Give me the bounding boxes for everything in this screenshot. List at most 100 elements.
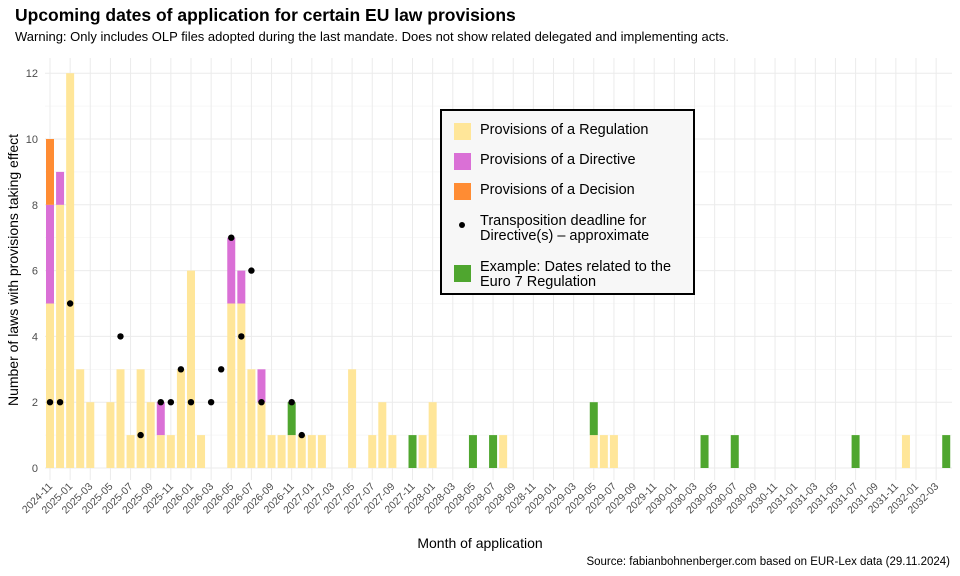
legend-item-decision: Provisions of a Decision (454, 183, 635, 200)
bar-segment (287, 402, 296, 436)
bar-segment (609, 435, 618, 468)
legend-key-decision (454, 183, 471, 200)
bar-segment (166, 435, 175, 468)
transposition-point (177, 366, 185, 373)
legend-label: Directive(s) – approximate (480, 228, 650, 244)
bar-segment (156, 402, 165, 436)
bar-segment (86, 402, 95, 468)
bar-segment (106, 402, 115, 468)
transposition-point (157, 399, 164, 406)
bar-segment (46, 303, 54, 468)
bar-segment (257, 402, 266, 468)
bar-segment (901, 435, 910, 468)
bar-segment (227, 237, 236, 304)
legend: Provisions of a Regulation Provisions of… (440, 109, 695, 295)
transposition-point (228, 234, 235, 241)
bar-segment (126, 435, 135, 468)
y-tick-label: 4 (32, 331, 38, 343)
legend-item-directive: Provisions of a Directive (454, 153, 636, 170)
source-caption: Source: fabianbohnenberger.com based on … (586, 556, 950, 568)
bar-segment (116, 369, 125, 468)
bar-segment (237, 303, 246, 468)
bar-segment (186, 270, 195, 468)
chart-subtitle: Warning: Only includes OLP files adopted… (15, 29, 729, 44)
bar-segment (146, 402, 155, 468)
bar-segment (851, 435, 860, 468)
transposition-point (56, 399, 64, 406)
transposition-point (167, 399, 175, 406)
transposition-point (217, 366, 225, 373)
legend-item-regulation: Provisions of a Regulation (454, 123, 648, 140)
bar-segment (267, 435, 276, 468)
bar-segment (589, 435, 598, 468)
bar-segment (428, 402, 437, 468)
bar-segment (176, 369, 185, 468)
bar-segment (418, 435, 427, 468)
y-axis-label: Number of laws with provisions taking ef… (5, 134, 21, 406)
bar-segment (599, 435, 608, 468)
bar-segment (700, 435, 709, 468)
legend-label: Provisions of a Regulation (480, 122, 649, 138)
transposition-point (187, 399, 195, 406)
y-tick-label: 12 (26, 68, 38, 80)
bar-segment (56, 204, 65, 469)
chart-title: Upcoming dates of application for certai… (15, 5, 516, 25)
bar-segment (287, 435, 296, 468)
bar-segment (317, 435, 326, 468)
bar-segment (489, 435, 498, 468)
bar-segment (156, 435, 165, 468)
legend-item-euro7: Example: Dates related to the Euro 7 Regu… (454, 260, 671, 290)
transposition-point (288, 399, 295, 406)
legend-key-directive (454, 153, 471, 170)
legend-item-transposition: Transposition deadline for Directive(s) –… (454, 214, 649, 244)
transposition-point (46, 399, 54, 406)
bar-segment (257, 369, 266, 403)
legend-key-regulation (454, 123, 471, 140)
legend-label: Example: Dates related to the (480, 259, 672, 275)
x-axis-label: Month of application (417, 535, 542, 551)
bar-segment (408, 435, 417, 468)
legend-key-dot (454, 217, 471, 234)
bar-segment (348, 369, 357, 468)
bar-segment (46, 204, 54, 304)
y-tick-label: 8 (32, 200, 38, 212)
legend-label: Provisions of a Directive (480, 152, 636, 168)
transposition-point (137, 431, 144, 439)
bar-segment (56, 171, 65, 205)
bar-segment (589, 402, 598, 436)
bar-segment (499, 435, 508, 468)
bar-segment (136, 369, 145, 468)
transposition-point (66, 300, 74, 307)
bar-segment (46, 139, 54, 205)
transposition-point (117, 333, 124, 340)
bar-segment (730, 435, 739, 468)
bar-segment (388, 435, 397, 468)
transposition-point (238, 333, 245, 340)
bar-segment (66, 73, 75, 468)
bar-segment (378, 402, 387, 468)
bar-segment (76, 369, 85, 468)
bar-segment (277, 435, 286, 468)
transposition-point (258, 399, 265, 406)
bar-segment (197, 435, 206, 468)
bar-segment (307, 435, 316, 468)
legend-label: Provisions of a Decision (480, 182, 635, 198)
legend-label: Euro 7 Regulation (480, 274, 597, 290)
legend-key-euro7 (454, 265, 471, 282)
bar-segment (468, 435, 477, 468)
bar-segment (942, 435, 951, 468)
legend-label: Transposition deadline for (480, 213, 647, 229)
y-tick-label: 6 (32, 266, 38, 278)
y-tick-label: 10 (26, 134, 38, 146)
bar-segment (227, 303, 236, 468)
bar-segment (368, 435, 377, 468)
transposition-point (298, 431, 305, 439)
bar-segment (297, 435, 306, 468)
bar-segment (237, 270, 246, 304)
y-tick-label: 2 (32, 397, 38, 409)
transposition-point (248, 267, 255, 274)
transposition-point (207, 399, 215, 406)
y-tick-label: 0 (32, 463, 38, 475)
